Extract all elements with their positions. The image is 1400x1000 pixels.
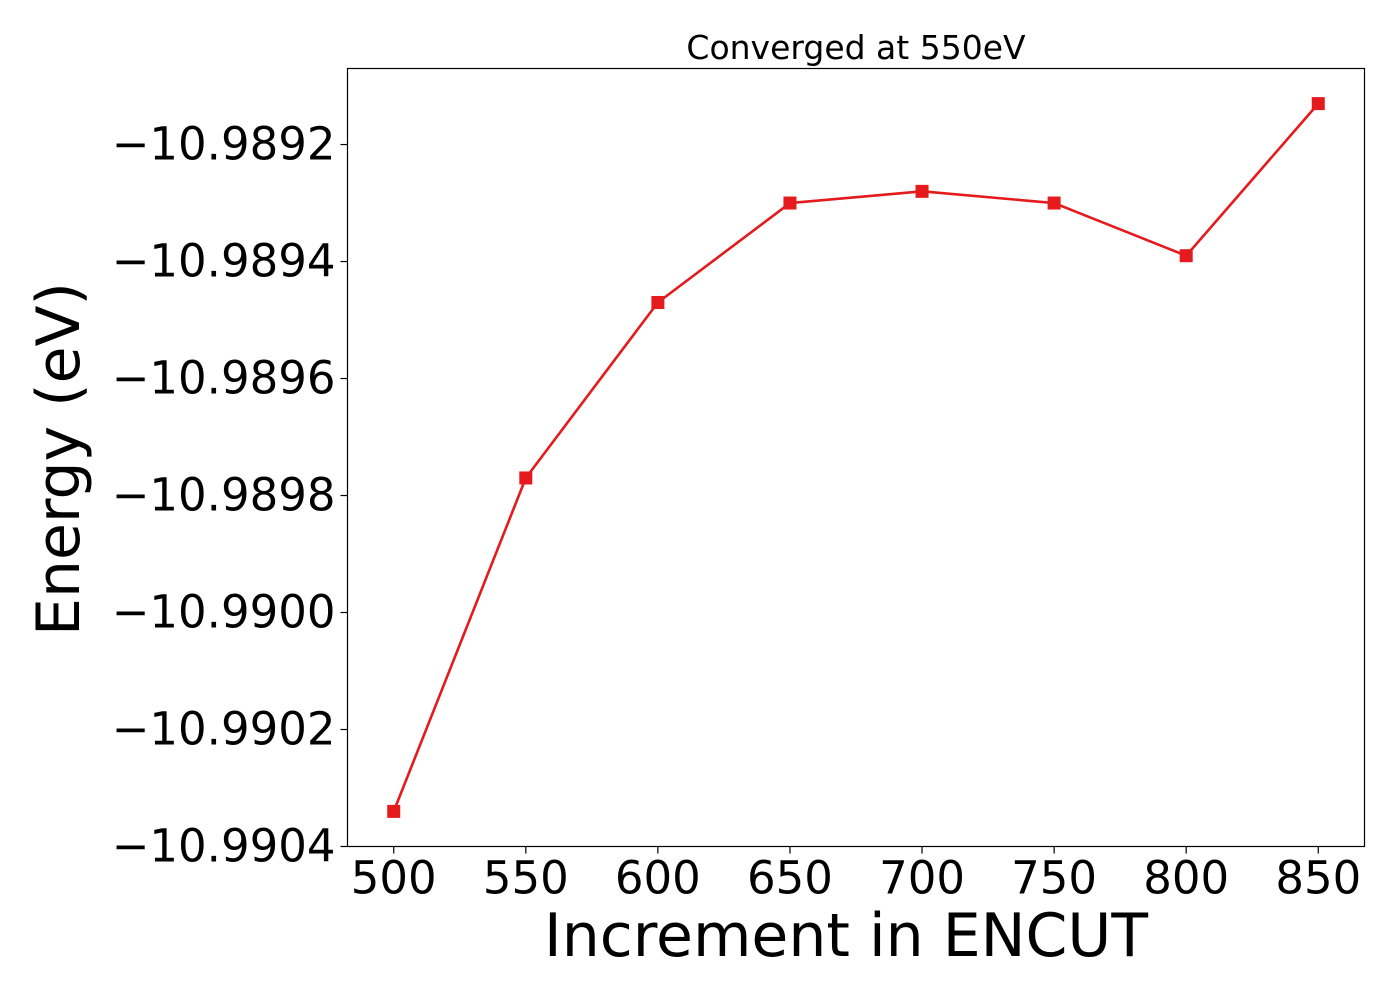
series-layer [387, 97, 1325, 818]
data-point-650 [783, 196, 797, 210]
data-point-850 [1311, 97, 1325, 111]
x-axis-label: Increment in ENCUT [544, 901, 1148, 971]
x-tick-label: 850 [1275, 852, 1361, 905]
x-tick-label: 600 [615, 852, 701, 905]
x-tick-label: 700 [879, 852, 965, 905]
data-point-750 [1047, 196, 1061, 210]
data-point-500 [387, 804, 401, 818]
x-tick-label: 500 [351, 852, 437, 905]
data-point-600 [651, 295, 665, 309]
series-line [392, 102, 1320, 812]
x-axis-ticks: 500 550 600 650 700 750 800 850 [351, 846, 1361, 905]
y-tick-label: −10.9894 [112, 235, 336, 288]
x-tick-label: 800 [1143, 852, 1229, 905]
y-tick-label: −10.9904 [112, 820, 336, 873]
x-tick-label: 750 [1011, 852, 1097, 905]
x-tick-label: 650 [747, 852, 833, 905]
y-tick-label: −10.9902 [112, 703, 336, 756]
y-axis-ticks: −10.9904 −10.9902 −10.9900 −10.9898 −10.9896… [112, 118, 348, 873]
data-point-800 [1179, 249, 1193, 263]
x-tick-label: 550 [483, 852, 569, 905]
data-point-700 [915, 184, 929, 198]
y-tick-label: −10.9896 [112, 352, 336, 405]
y-tick-label: −10.9898 [112, 469, 336, 522]
data-point-550 [519, 471, 533, 485]
y-tick-label: −10.9900 [112, 586, 336, 639]
plot-frame [346, 67, 1366, 848]
y-tick-label: −10.9892 [112, 118, 336, 171]
y-axis-label: Energy (eV) [24, 282, 94, 636]
chart-title: Converged at 550eV [686, 28, 1026, 67]
